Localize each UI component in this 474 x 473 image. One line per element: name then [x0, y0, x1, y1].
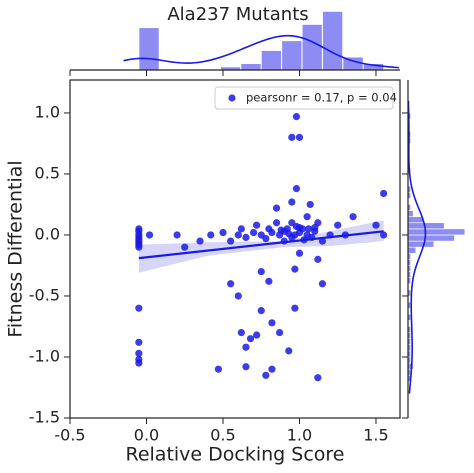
top-hist-bar [260, 49, 283, 71]
point [237, 328, 245, 337]
legend-marker [228, 94, 236, 102]
point [291, 304, 299, 312]
regression-line [138, 230, 384, 260]
point [288, 133, 296, 141]
point [262, 371, 270, 379]
point [234, 231, 242, 239]
point [253, 221, 261, 229]
point [234, 292, 242, 300]
point [292, 184, 301, 193]
y-tick-label: 0.0 [35, 224, 60, 243]
point [135, 243, 143, 251]
confidence-band [138, 220, 384, 273]
point [295, 133, 304, 141]
top-hist-bar [321, 10, 344, 71]
chart-title: Ala237 Mutants [167, 4, 308, 25]
right-hist-bar [407, 240, 435, 248]
point [196, 237, 204, 245]
top-kde [123, 34, 399, 69]
top-hist-bar [240, 62, 262, 71]
x-tick-label: 0.0 [134, 426, 159, 445]
point [285, 347, 293, 355]
point [291, 265, 299, 273]
point [181, 243, 189, 251]
y-tick-label: -0.5 [29, 285, 60, 304]
point [237, 225, 245, 233]
point [135, 359, 143, 367]
point [380, 189, 388, 198]
point [173, 231, 181, 239]
x-axis-label: Relative Docking Score [125, 444, 344, 466]
point [349, 213, 357, 221]
point [303, 213, 311, 221]
point [372, 221, 380, 229]
point [242, 233, 250, 242]
point [268, 228, 276, 237]
legend-box [214, 86, 394, 110]
point [242, 363, 250, 371]
point [272, 204, 281, 212]
y-tick-label: -1.0 [29, 346, 60, 365]
point [314, 255, 322, 263]
point [135, 338, 143, 346]
right-kde [407, 100, 427, 394]
point [265, 277, 273, 285]
point [246, 335, 255, 343]
point [227, 237, 235, 245]
x-tick-label: 0.5 [210, 426, 235, 445]
point [257, 267, 265, 276]
point [249, 228, 258, 237]
point [207, 231, 215, 239]
point [288, 198, 296, 206]
point [145, 231, 154, 239]
point [314, 374, 322, 382]
point [334, 221, 342, 229]
point [275, 328, 284, 337]
x-tick-label: -0.5 [54, 426, 85, 445]
point [214, 365, 223, 373]
point [135, 349, 143, 357]
point [285, 230, 293, 238]
point [268, 365, 276, 373]
right-hist-bar [407, 228, 466, 236]
right-hist-bar [407, 222, 445, 230]
point [242, 343, 250, 351]
point [318, 280, 327, 288]
point [262, 235, 270, 243]
point [277, 226, 285, 234]
point [311, 224, 319, 232]
right-hist-bar [407, 234, 455, 242]
point [253, 331, 261, 339]
y-axis-label: Fitness Differential [5, 160, 27, 337]
point [268, 319, 276, 327]
top-hist-bar [281, 40, 303, 71]
top-hist-bar [138, 27, 160, 71]
right-hist-bar [407, 210, 414, 217]
x-tick-label: 1.5 [363, 426, 388, 445]
point [219, 228, 227, 237]
point [227, 280, 235, 288]
point [257, 307, 265, 315]
plot-frame [69, 79, 401, 419]
y-tick-label: 1.0 [35, 102, 60, 121]
point [292, 222, 301, 231]
point [272, 219, 281, 227]
top-hist-bar [301, 23, 323, 71]
legend-label: pearsonr = 0.17, p = 0.04 [246, 91, 397, 105]
point [292, 113, 301, 121]
point [380, 231, 388, 239]
right-hist-bar [407, 246, 417, 254]
point [135, 304, 143, 312]
y-tick-label: -1.5 [29, 408, 60, 427]
y-tick-label: 0.5 [35, 163, 60, 182]
x-tick-label: 1.0 [287, 426, 312, 445]
point [306, 200, 314, 209]
point [305, 225, 313, 233]
point [295, 249, 304, 257]
right-hist-bar [407, 216, 424, 224]
